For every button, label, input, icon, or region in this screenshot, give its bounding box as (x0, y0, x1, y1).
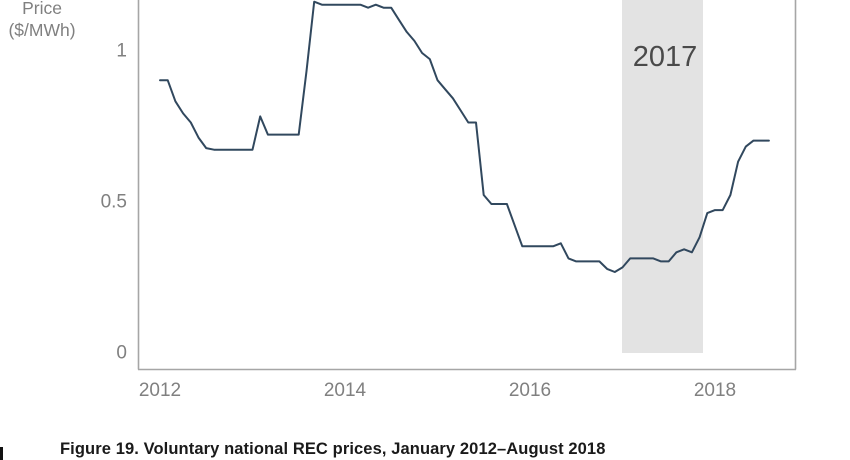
chart-area: 2017 Price ($/MWh) 00.51 2012 2014 2016 201… (8, 0, 797, 401)
y-axis-title-line1: Price (22, 0, 62, 18)
x-tick-2018: 2018 (694, 380, 736, 401)
y-tick-1: 1 (116, 41, 127, 62)
x-tick-2012: 2012 (139, 380, 181, 401)
x-tick-2016: 2016 (509, 380, 551, 401)
y-tick-0: 0 (116, 343, 127, 364)
y-axis-tick-labels: 00.51 (101, 41, 127, 364)
page-edge-mark (0, 447, 3, 460)
x-tick-2014: 2014 (324, 380, 367, 401)
y-axis-title-line2: ($/MWh) (8, 20, 75, 40)
figure-caption: Figure 19. Voluntary national REC prices… (60, 440, 606, 458)
x-axis-tick-labels: 2012 2014 2016 2018 (139, 380, 736, 401)
band-label-2017: 2017 (633, 41, 698, 73)
price-line-series (159, 0, 770, 273)
highlight-band-2017 (622, 0, 703, 353)
y-tick-0.5: 0.5 (101, 192, 127, 213)
